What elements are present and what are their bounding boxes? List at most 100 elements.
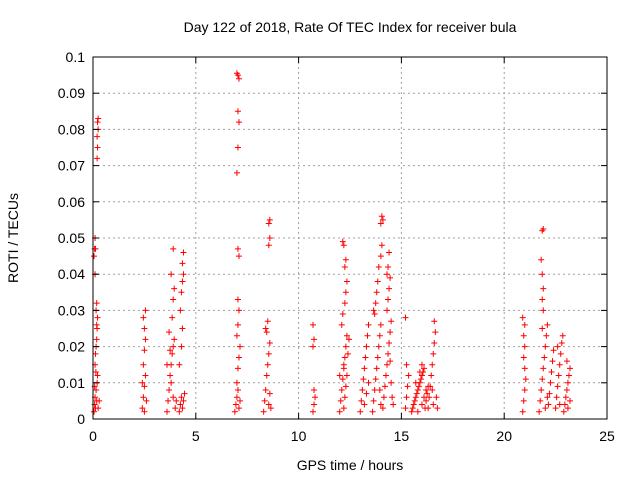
data-point [262, 325, 269, 332]
data-point [179, 405, 186, 412]
data-point [377, 253, 384, 260]
data-point [403, 361, 410, 368]
data-point [265, 350, 272, 357]
x-tick-label: 20 [496, 428, 512, 444]
data-point [561, 401, 568, 408]
data-point [386, 285, 393, 292]
data-point [342, 289, 349, 296]
y-tick-label: 0.1 [66, 49, 86, 65]
data-point [177, 401, 184, 408]
data-point [95, 115, 102, 122]
data-point [336, 408, 343, 415]
data-point [265, 401, 272, 408]
data-point [143, 397, 150, 404]
data-point [388, 318, 395, 325]
data-point [266, 390, 273, 397]
data-point [557, 350, 564, 357]
data-point [94, 314, 101, 321]
data-point [339, 238, 346, 245]
data-point [412, 379, 419, 386]
data-point [178, 394, 185, 401]
data-point [312, 394, 319, 401]
data-point [139, 379, 146, 386]
data-point [563, 387, 570, 394]
data-point [340, 361, 347, 368]
data-point [360, 376, 367, 383]
data-point [434, 405, 441, 412]
y-tick-labels: 0 0.01 0.02 0.03 0.04 0.05 0.06 0.07 0.08 0.09 0.1 [58, 49, 85, 427]
data-point [342, 256, 349, 263]
data-point [338, 387, 345, 394]
data-point [387, 358, 394, 365]
data-point [142, 307, 149, 314]
data-point [564, 405, 571, 412]
data-point [363, 390, 370, 397]
data-point [403, 394, 410, 401]
data-point [425, 405, 432, 412]
data-point [358, 397, 365, 404]
data-point [265, 220, 272, 227]
data-point [343, 278, 350, 285]
data-point [339, 376, 346, 383]
data-point [378, 242, 385, 249]
data-point [414, 408, 421, 415]
data-point [180, 249, 187, 256]
data-point [545, 401, 552, 408]
data-point [233, 70, 240, 77]
data-point [374, 278, 381, 285]
data-point [94, 119, 101, 126]
x-tick-label: 0 [89, 428, 97, 444]
data-point [386, 339, 393, 346]
data-point [96, 397, 103, 404]
data-point [260, 408, 267, 415]
data-point [432, 329, 439, 336]
chart-title: Day 122 of 2018, Rate Of TEC Index for r… [184, 19, 517, 35]
data-point [387, 329, 394, 336]
data-point [166, 329, 173, 336]
data-point [265, 242, 272, 249]
data-point [93, 336, 100, 343]
data-point [421, 365, 428, 372]
data-point [94, 372, 101, 379]
data-point [261, 397, 268, 404]
data-point [94, 155, 101, 162]
data-point [177, 307, 184, 314]
data-point [340, 242, 347, 249]
data-point [141, 383, 148, 390]
data-point [94, 133, 101, 140]
data-point [164, 361, 171, 368]
data-point [178, 289, 185, 296]
data-point [424, 390, 431, 397]
data-point [370, 397, 377, 404]
data-point [384, 307, 391, 314]
data-point [402, 405, 409, 412]
data-point [164, 408, 171, 415]
data-point [357, 408, 364, 415]
data-point [233, 379, 240, 386]
data-point [337, 397, 344, 404]
data-point [344, 350, 351, 357]
data-point [520, 332, 527, 339]
data-point [427, 383, 434, 390]
data-point [233, 169, 240, 176]
data-point [412, 394, 419, 401]
data-point [521, 365, 528, 372]
data-point [519, 408, 526, 415]
x-axis-label: GPS time / hours [297, 457, 404, 473]
data-point [170, 394, 177, 401]
data-point [364, 332, 371, 339]
data-point [141, 408, 148, 415]
data-point [388, 379, 395, 386]
data-point [179, 260, 186, 267]
data-point [409, 405, 416, 412]
data-point [342, 343, 349, 350]
data-point [540, 225, 547, 232]
y-tick-label: 0.07 [58, 158, 85, 174]
data-point [521, 387, 528, 394]
data-point [520, 397, 527, 404]
data-point [336, 372, 343, 379]
data-point [549, 358, 556, 365]
data-point [235, 119, 242, 126]
data-point [141, 347, 148, 354]
